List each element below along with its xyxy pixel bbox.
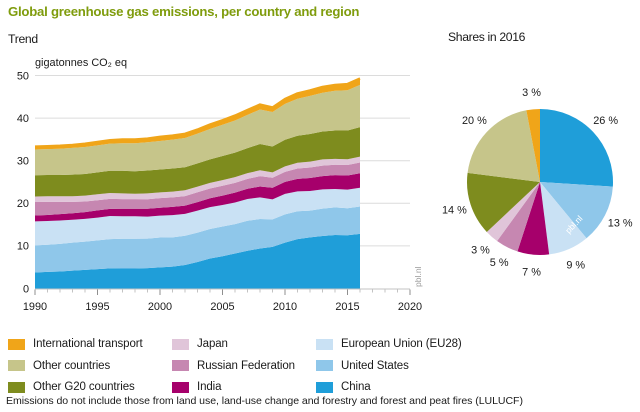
legend-swatch-india xyxy=(172,381,189,393)
y-tick-label-20: 20 xyxy=(17,198,29,210)
pie-slice-russian-federation xyxy=(497,182,540,252)
pie-slice-other-g20-countries xyxy=(467,172,540,232)
x-tick-label-2010: 2010 xyxy=(273,301,297,313)
area-japan xyxy=(35,156,360,202)
legend-label: Other G20 countries xyxy=(33,381,135,393)
area-china xyxy=(35,233,360,289)
legend-item-other-countries: Other countries xyxy=(8,360,110,372)
pie-slice-india xyxy=(517,182,550,255)
legend-item-china: China xyxy=(316,381,371,393)
page-title: Global greenhouse gas emissions, per cou… xyxy=(8,4,360,19)
pie-label-china: 26 % xyxy=(593,115,618,127)
pie-label-other-countries: 20 % xyxy=(462,115,487,127)
pie-label-european-union-eu28-: 9 % xyxy=(566,259,585,271)
legend-item-united-states: United States xyxy=(316,360,409,372)
pie-slice-china xyxy=(540,109,614,187)
area-united-states xyxy=(35,206,360,273)
legend-item-india: India xyxy=(172,381,222,393)
trend-axes xyxy=(34,288,411,295)
legend-label: China xyxy=(341,381,371,393)
footnote: Emissions do not include those from land… xyxy=(6,395,523,407)
legend-label: Russian Federation xyxy=(197,359,295,372)
pie-label-japan: 3 % xyxy=(471,244,490,256)
x-tick-label-2000: 2000 xyxy=(148,301,172,313)
y-axis-unit-label: gigatonnes CO₂ eq xyxy=(35,57,127,69)
trend-axis-labels: gigatonnes CO₂ eq 0 10 20 30 40 50 1990 1995 2000… xyxy=(17,57,422,313)
y-tick-label-40: 40 xyxy=(17,113,29,125)
pie-label-international-transport: 3 % xyxy=(522,87,541,99)
x-tick-label-2015: 2015 xyxy=(335,301,359,313)
pie-slice-united-states xyxy=(540,182,613,239)
legend-swatch-international-transport xyxy=(8,338,25,350)
pie-chart: 26 %13 %9 %7 %5 %3 %14 %20 %3 % xyxy=(442,87,633,278)
trend-chart-title: Trend xyxy=(8,32,38,46)
y-tick-label-50: 50 xyxy=(17,70,29,82)
pie-chart-title: Shares in 2016 xyxy=(448,30,526,44)
area-russian-federation xyxy=(35,162,360,216)
legend-label: International transport xyxy=(33,338,143,350)
area-india xyxy=(35,173,360,222)
pie-label-united-states: 13 % xyxy=(608,218,633,230)
legend-item-russian-federation: Russian Federation xyxy=(172,360,295,372)
legend-swatch-china xyxy=(316,381,333,393)
legend-label: United States xyxy=(341,359,409,372)
legend-label: Japan xyxy=(197,338,228,350)
legend-label: Other countries xyxy=(33,359,111,372)
legend-swatch-united-states xyxy=(316,360,333,371)
total-line xyxy=(34,77,361,148)
x-tick-label-1995: 1995 xyxy=(85,301,109,313)
legend-item-other-g20-countries: Other G20 countries xyxy=(8,381,135,393)
trend-stacked-areas xyxy=(34,77,361,289)
area-other-g20-countries xyxy=(35,127,360,197)
pie-slice-international-transport xyxy=(526,109,540,182)
legend-item-international-transport: International transport xyxy=(8,338,143,350)
legend: International transport Other countries Ot… xyxy=(0,331,640,393)
pie-slice-other-countries xyxy=(467,110,540,182)
legend-label: India xyxy=(197,381,222,393)
legend-label: European Union (EU28) xyxy=(341,338,462,350)
legend-item-european-union-eu28-: European Union (EU28) xyxy=(316,338,462,350)
pie-label-russian-federation: 5 % xyxy=(490,257,509,269)
pie-slice-japan xyxy=(486,182,540,242)
y-tick-label-0: 0 xyxy=(23,283,29,295)
trend-watermark: pbl.nl xyxy=(413,266,423,287)
x-tick-label-2005: 2005 xyxy=(210,301,234,313)
legend-swatch-european-union-eu28- xyxy=(316,338,333,350)
pie-label-india: 7 % xyxy=(522,266,541,278)
legend-swatch-japan xyxy=(172,338,189,350)
legend-swatch-russian-federation xyxy=(172,360,189,371)
y-tick-label-30: 30 xyxy=(17,156,29,168)
legend-swatch-other-countries xyxy=(8,360,25,371)
x-tick-label-1990: 1990 xyxy=(23,301,47,313)
legend-item-japan: Japan xyxy=(172,338,228,350)
legend-swatch-other-g20-countries xyxy=(8,381,25,393)
area-other-countries xyxy=(35,84,360,176)
pie-slice-european-union-eu28- xyxy=(540,182,587,255)
y-tick-label-10: 10 xyxy=(17,241,29,253)
x-tick-label-2020: 2020 xyxy=(398,301,422,313)
pie-label-other-g20-countries: 14 % xyxy=(442,205,467,217)
area-european-union-eu28- xyxy=(35,187,360,246)
